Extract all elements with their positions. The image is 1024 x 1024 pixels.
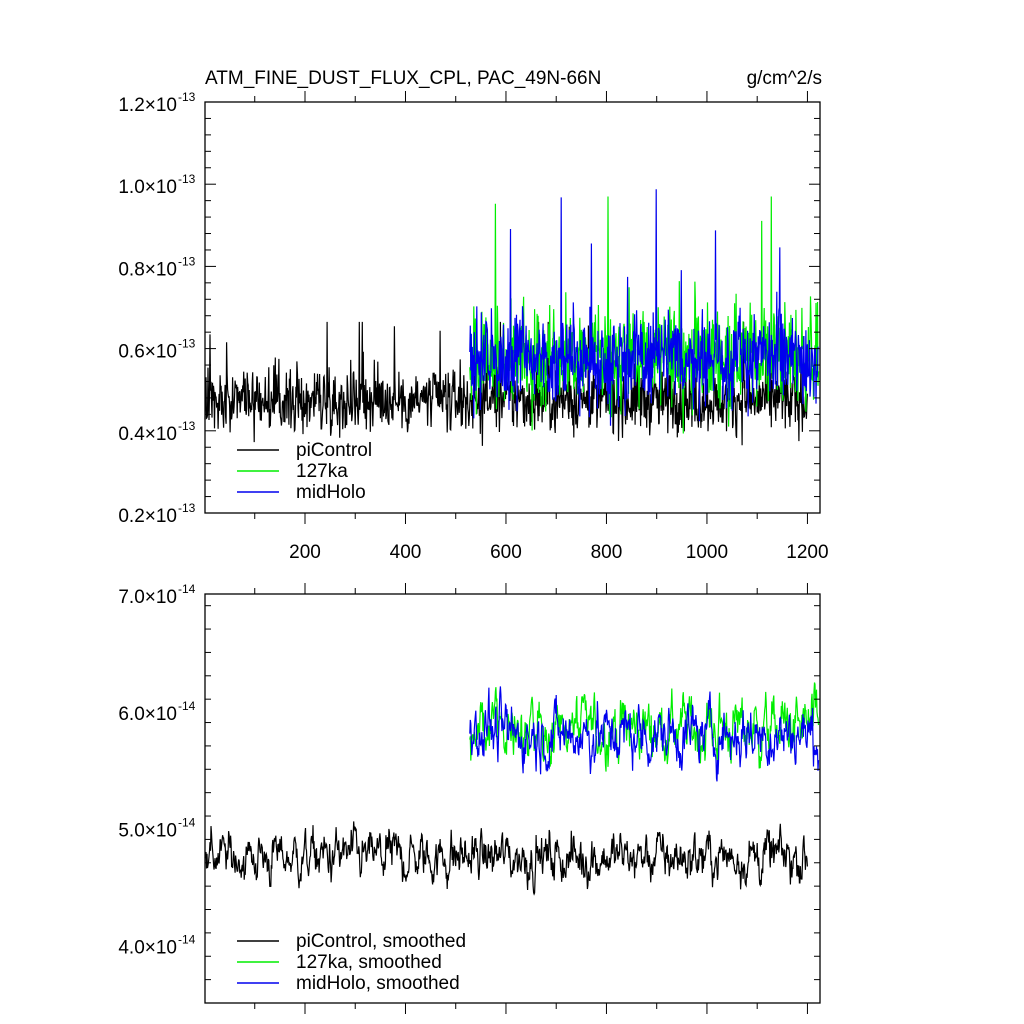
units-label: g/cm^2/s xyxy=(747,68,822,89)
legend-label: piControl xyxy=(296,440,372,461)
y-tick-label: 0.2×10 xyxy=(118,506,177,527)
y-tick-exponent: -14 xyxy=(178,582,196,596)
bottom-panel: 4.0×10 -145.0×10 -146.0×10 -147.0×10 -14piCo… xyxy=(118,582,821,1014)
y-tick-label: 4.0×10 xyxy=(118,938,177,959)
x-tick-label: 400 xyxy=(390,542,422,563)
y-tick-label: 0.4×10 xyxy=(118,424,177,445)
y-tick-label: 0.8×10 xyxy=(118,259,177,280)
y-tick-label: 7.0×10 xyxy=(118,587,177,608)
y-tick-label: 6.0×10 xyxy=(118,704,177,725)
x-tick-label: 600 xyxy=(490,542,522,563)
series-line-midholo-smoothed xyxy=(469,686,820,782)
y-tick-label: 1.2×10 xyxy=(118,95,177,116)
y-tick-label: 0.6×10 xyxy=(118,342,177,363)
x-tick-label: 200 xyxy=(289,542,321,563)
plot-frame xyxy=(204,101,821,514)
legend-label: midHolo, smoothed xyxy=(296,973,460,994)
legend-label: midHolo xyxy=(296,482,366,503)
series-line-127ka xyxy=(469,196,820,434)
y-tick-exponent: -13 xyxy=(178,419,196,433)
chart-title: ATM_FINE_DUST_FLUX_CPL, PAC_49N-66N xyxy=(205,68,601,89)
y-tick-label: 5.0×10 xyxy=(118,821,177,842)
y-tick-exponent: -13 xyxy=(178,501,196,515)
legend-label: piControl, smoothed xyxy=(296,931,466,952)
legend-label: 127ka xyxy=(296,461,348,482)
y-tick-label: 1.0×10 xyxy=(118,177,177,198)
series-line-midholo xyxy=(469,189,819,426)
y-tick-exponent: -14 xyxy=(178,933,196,947)
y-tick-exponent: -13 xyxy=(178,254,196,268)
x-tick-label: 800 xyxy=(591,542,623,563)
series-line-picontrol-smoothed xyxy=(204,821,808,896)
y-tick-exponent: -13 xyxy=(178,337,196,351)
x-tick-label: 1200 xyxy=(786,542,828,563)
legend-label: 127ka, smoothed xyxy=(296,952,442,973)
y-tick-exponent: -14 xyxy=(178,699,196,713)
x-tick-label: 1000 xyxy=(686,542,728,563)
y-tick-exponent: -14 xyxy=(178,816,196,830)
plot-frame xyxy=(204,593,821,1004)
y-tick-exponent: -13 xyxy=(178,172,196,186)
y-tick-exponent: -13 xyxy=(178,90,196,104)
